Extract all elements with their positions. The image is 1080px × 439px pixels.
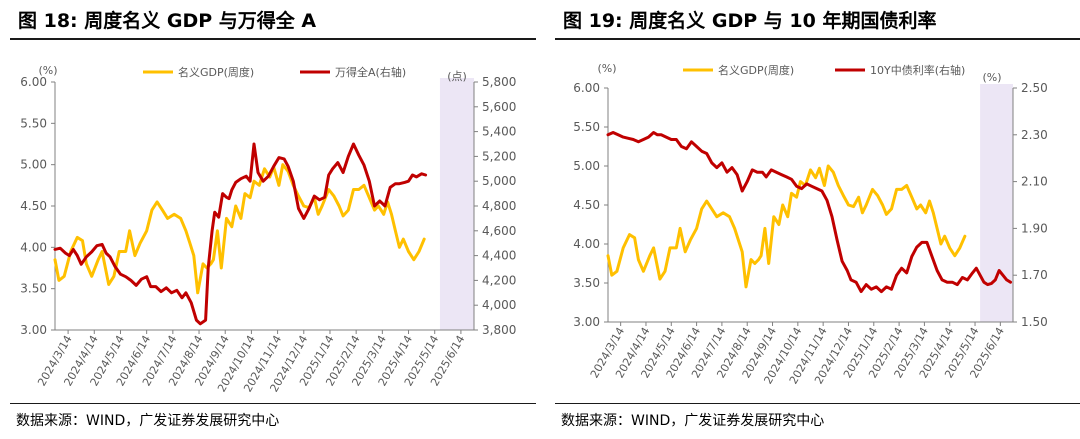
title-rule: [555, 38, 1080, 40]
right-tick-label: 5,200: [482, 149, 516, 163]
legend-label: 万得全A(右轴): [335, 65, 406, 79]
left-axis-unit: (%): [38, 64, 57, 77]
figure-title: 图 19: 周度名义 GDP 与 10 年期国债利率: [563, 10, 937, 32]
legend-label: 10Y中债利率(右轴): [870, 63, 965, 77]
left-tick-label: 5.00: [20, 158, 47, 172]
right-tick-label: 2.10: [1021, 175, 1048, 189]
right-tick-label: 5,600: [482, 100, 516, 114]
left-tick-label: 3.00: [573, 315, 600, 329]
right-tick-label: 4,200: [482, 273, 516, 287]
right-tick-label: 2.50: [1021, 81, 1048, 95]
left-tick-label: 3.50: [20, 282, 47, 296]
left-tick-label: 4.00: [20, 240, 47, 254]
source-rule: [555, 403, 1080, 404]
right-tick-label: 4,600: [482, 224, 516, 238]
right-tick-label: 5,800: [482, 75, 516, 89]
right-tick-label: 5,000: [482, 174, 516, 188]
right-tick-label: 1.70: [1021, 268, 1048, 282]
legend-label: 名义GDP(周度): [718, 63, 794, 77]
right-tick-label: 4,400: [482, 249, 516, 263]
left-tick-label: 4.00: [573, 237, 600, 251]
right-tick-label: 4,800: [482, 199, 516, 213]
left-tick-label: 3.50: [573, 276, 600, 290]
source-note: 数据来源：WIND，广发证券发展研究中心: [16, 413, 280, 429]
right-axis-unit: (点): [447, 70, 467, 83]
gdp-vs-wind-a-chart: 3.00 3.50 4.00 4.50 5.00 5.50 6.00 3,800 4,000 4,…: [20, 64, 516, 394]
source-note: 数据来源：WIND，广发证券发展研究中心: [561, 413, 825, 429]
right-tick-label: 2.30: [1021, 128, 1048, 142]
chart-panel-wind: 图 18: 周度名义 GDP 与万得全 A 3.00 3.50 4.00 4.50 5.…: [10, 0, 536, 439]
right-tick-label: 1.50: [1021, 315, 1048, 329]
left-tick-label: 4.50: [20, 199, 47, 213]
title-rule: [10, 38, 536, 40]
legend-label: 名义GDP(周度): [178, 65, 254, 79]
right-tick-label: 5,400: [482, 125, 516, 139]
gdp-series-line: [53, 163, 426, 295]
gdp-vs-10y-yield-chart: 3.00 3.50 4.00 4.50 5.00 5.50 6.00 1.50 1.70 1.90…: [573, 62, 1048, 386]
left-axis-unit: (%): [597, 62, 616, 75]
left-tick-label: 6.00: [20, 75, 47, 89]
gdp-series-line: [606, 164, 967, 289]
chart-panel-bond: 图 19: 周度名义 GDP 与 10 年期国债利率 3.00 3.50 4.00 4…: [555, 0, 1080, 439]
highlight-region: [980, 84, 1013, 322]
left-tick-label: 4.50: [573, 198, 600, 212]
right-axis-series-line: [606, 131, 1012, 294]
left-tick-label: 3.00: [20, 323, 47, 337]
left-tick-label: 5.50: [20, 116, 47, 130]
left-tick-label: 5.00: [573, 159, 600, 173]
right-tick-label: 4,000: [482, 298, 516, 312]
right-tick-label: 3,800: [482, 323, 516, 337]
right-tick-label: 1.90: [1021, 221, 1048, 235]
highlight-region: [439, 78, 474, 330]
left-tick-label: 5.50: [573, 120, 600, 134]
figure-title: 图 18: 周度名义 GDP 与万得全 A: [18, 10, 317, 32]
right-axis-unit: (%): [982, 71, 1001, 84]
source-rule: [10, 403, 536, 404]
right-axis-series-line: [53, 142, 428, 326]
left-tick-label: 6.00: [573, 81, 600, 95]
